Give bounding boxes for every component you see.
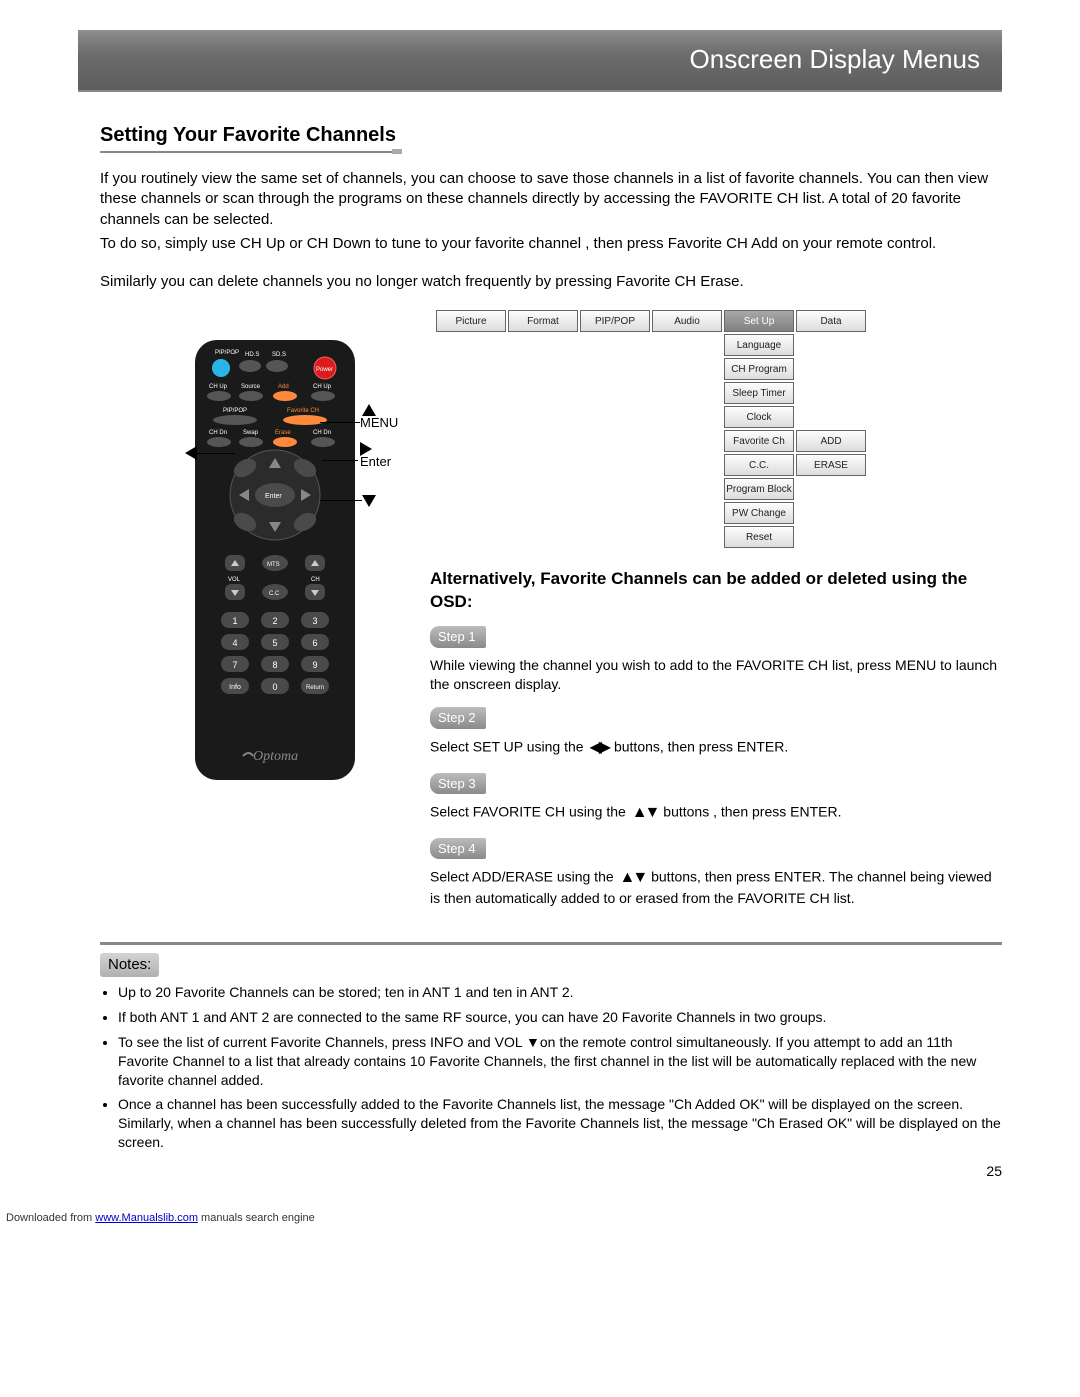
step-1-label: Step 1 bbox=[430, 626, 486, 648]
svg-text:Info: Info bbox=[229, 684, 241, 691]
osd-side-erase: ERASE bbox=[796, 454, 866, 476]
svg-text:0: 0 bbox=[272, 682, 277, 692]
step-3-before: Select FAVORITE CH using the bbox=[430, 804, 630, 820]
osd-item-chprogram: CH Program bbox=[724, 358, 794, 380]
svg-text:PIP/POP: PIP/POP bbox=[223, 408, 247, 414]
osd-item-pwchange: PW Change bbox=[724, 502, 794, 524]
svg-text:7: 7 bbox=[232, 660, 237, 670]
page-number: 25 bbox=[0, 1162, 1002, 1181]
notes-title: Notes: bbox=[100, 953, 159, 977]
svg-text:3: 3 bbox=[312, 616, 317, 626]
osd-item-language: Language bbox=[724, 334, 794, 356]
osd-tab-format: Format bbox=[508, 310, 578, 332]
step-4: Step 4 Select ADD/ERASE using the ▲▼ but… bbox=[430, 838, 1002, 908]
step-1: Step 1 While viewing the channel you wis… bbox=[430, 626, 1002, 693]
svg-text:1: 1 bbox=[232, 616, 237, 626]
osd-item-cc: C.C. bbox=[724, 454, 794, 476]
osd-tab-audio: Audio bbox=[652, 310, 722, 332]
section-title: Setting Your Favorite Channels bbox=[100, 122, 396, 153]
osd-tab-setup: Set Up bbox=[724, 310, 794, 332]
footer: Downloaded from www.Manualslib.com manua… bbox=[6, 1211, 1080, 1226]
svg-text:Return: Return bbox=[306, 685, 324, 691]
svg-text:4: 4 bbox=[232, 638, 237, 648]
svg-text:6: 6 bbox=[312, 638, 317, 648]
step-2: Step 2 Select SET UP using the ◀▶ button… bbox=[430, 707, 1002, 758]
notes-list: Up to 20 Favorite Channels can be stored… bbox=[118, 983, 1002, 1152]
svg-text:SD.S: SD.S bbox=[272, 352, 286, 358]
footer-suffix: manuals search engine bbox=[198, 1212, 315, 1224]
intro-block: If you routinely view the same set of ch… bbox=[100, 169, 1002, 292]
svg-text:MTS: MTS bbox=[267, 562, 280, 568]
intro-p2: To do so, simply use CH Up or CH Down to… bbox=[100, 234, 1002, 254]
osd-side-add: ADD bbox=[796, 430, 866, 452]
svg-text:Add: Add bbox=[278, 384, 289, 390]
svg-text:8: 8 bbox=[272, 660, 277, 670]
label-menu: MENU bbox=[360, 414, 398, 432]
up-down-arrows-icon: ▲▼ bbox=[630, 802, 660, 824]
step-2-after: buttons, then press ENTER. bbox=[614, 739, 788, 755]
osd-tab-pippop: PIP/POP bbox=[580, 310, 650, 332]
svg-text:9: 9 bbox=[312, 660, 317, 670]
svg-text:Swap: Swap bbox=[243, 430, 259, 436]
svg-text:CH Up: CH Up bbox=[209, 384, 228, 390]
note-item: Up to 20 Favorite Channels can be stored… bbox=[118, 983, 1002, 1002]
osd-item-reset: Reset bbox=[724, 526, 794, 548]
up-down-arrows-icon-2: ▲▼ bbox=[618, 867, 648, 889]
header-underline bbox=[78, 90, 1002, 92]
note-item: If both ANT 1 and ANT 2 are connected to… bbox=[118, 1008, 1002, 1027]
footer-link[interactable]: www.Manualslib.com bbox=[95, 1212, 198, 1224]
step-2-label: Step 2 bbox=[430, 707, 486, 729]
osd-item-clock: Clock bbox=[724, 406, 794, 428]
step-4-before: Select ADD/ERASE using the bbox=[430, 869, 618, 885]
svg-text:Power: Power bbox=[316, 367, 333, 373]
intro-p1: If you routinely view the same set of ch… bbox=[100, 169, 1002, 230]
arrow-down-icon bbox=[362, 495, 376, 507]
svg-text:Enter: Enter bbox=[265, 493, 282, 500]
svg-text:Optoma: Optoma bbox=[253, 749, 298, 764]
osd-menu-table: Picture Format PIP/POP Audio Set Up Lang… bbox=[436, 310, 1002, 548]
label-enter: Enter bbox=[360, 453, 391, 471]
page-header: Onscreen Display Menus bbox=[78, 30, 1002, 90]
osd-item-programblock: Program Block bbox=[724, 478, 794, 500]
svg-text:5: 5 bbox=[272, 638, 277, 648]
svg-text:CH Dn: CH Dn bbox=[313, 430, 331, 436]
svg-text:VOL: VOL bbox=[228, 577, 241, 583]
osd-item-sleeptimer: Sleep Timer bbox=[724, 382, 794, 404]
alt-heading: Alternatively, Favorite Channels can be … bbox=[430, 568, 1002, 614]
svg-text:HD.S: HD.S bbox=[245, 352, 259, 358]
intro-p3: Similarly you can delete channels you no… bbox=[100, 272, 1002, 292]
svg-text:C.C: C.C bbox=[269, 591, 280, 597]
osd-tab-data: Data bbox=[796, 310, 866, 332]
svg-text:Source: Source bbox=[241, 384, 261, 390]
svg-text:Favorite CH: Favorite CH bbox=[287, 408, 319, 414]
svg-text:PIP/POP: PIP/POP bbox=[215, 350, 239, 356]
note-item: Once a channel has been successfully add… bbox=[118, 1095, 1002, 1152]
remote-svg: PIP/POP HD.S SD.S Power CH Up Source Add… bbox=[195, 340, 355, 780]
svg-text:CH Dn: CH Dn bbox=[209, 430, 227, 436]
osd-tab-picture: Picture bbox=[436, 310, 506, 332]
footer-prefix: Downloaded from bbox=[6, 1212, 95, 1224]
osd-item-favoritech: Favorite Ch bbox=[724, 430, 794, 452]
svg-text:Erase: Erase bbox=[275, 430, 291, 436]
svg-text:CH Up: CH Up bbox=[313, 384, 332, 390]
step-3: Step 3 Select FAVORITE CH using the ▲▼ b… bbox=[430, 773, 1002, 824]
remote-illustration: MENU Enter PIP/POP bbox=[100, 310, 400, 780]
svg-text:2: 2 bbox=[272, 616, 277, 626]
svg-text:CH: CH bbox=[311, 577, 320, 583]
step-1-text: While viewing the channel you wish to ad… bbox=[430, 656, 1002, 694]
section-divider bbox=[100, 942, 1002, 945]
page-header-title: Onscreen Display Menus bbox=[690, 42, 980, 77]
step-3-after: buttons , then press ENTER. bbox=[663, 804, 841, 820]
step-3-label: Step 3 bbox=[430, 773, 486, 795]
arrow-left-icon bbox=[185, 446, 197, 460]
step-2-before: Select SET UP using the bbox=[430, 739, 587, 755]
note-item: To see the list of current Favorite Chan… bbox=[118, 1033, 1002, 1090]
step-4-label: Step 4 bbox=[430, 838, 486, 860]
left-right-arrows-icon: ◀▶ bbox=[587, 737, 610, 759]
